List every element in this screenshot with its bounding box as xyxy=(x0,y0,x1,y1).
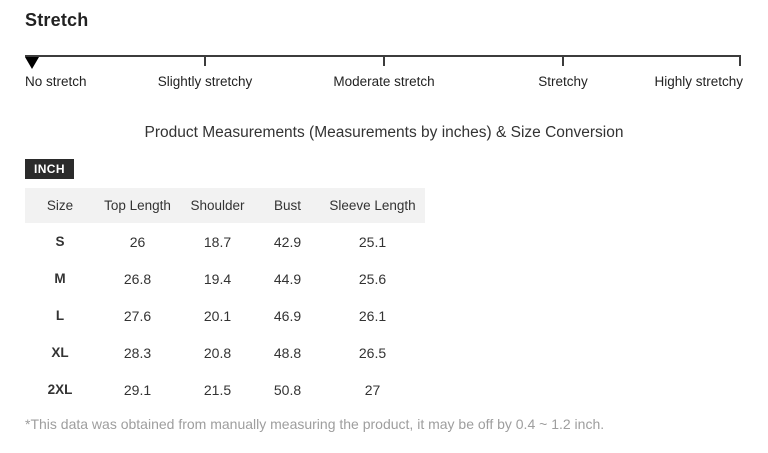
table-row: L 27.6 20.1 46.9 26.1 xyxy=(25,297,425,334)
measurements-table: Size Top Length Shoulder Bust Sleeve Len… xyxy=(25,188,425,408)
triangle-down-icon xyxy=(25,57,39,69)
measurement-cell: 20.8 xyxy=(180,334,255,371)
size-cell: S xyxy=(25,223,95,260)
column-header-shoulder: Shoulder xyxy=(180,188,255,223)
table-row: M 26.8 19.4 44.9 25.6 xyxy=(25,260,425,297)
table-row: S 26 18.7 42.9 25.1 xyxy=(25,223,425,260)
size-cell: XL xyxy=(25,334,95,371)
scale-label-highly-stretchy: Highly stretchy xyxy=(654,74,743,89)
measurement-cell: 42.9 xyxy=(255,223,320,260)
stretch-scale-ruler xyxy=(25,55,741,69)
measurement-cell: 26.1 xyxy=(320,297,425,334)
size-cell: L xyxy=(25,297,95,334)
scale-label-stretchy: Stretchy xyxy=(538,74,588,89)
measurement-cell: 50.8 xyxy=(255,371,320,408)
column-header-bust: Bust xyxy=(255,188,320,223)
measurements-title: Product Measurements (Measurements by in… xyxy=(144,124,624,141)
scale-label-no-stretch: No stretch xyxy=(25,74,87,89)
column-header-top-length: Top Length xyxy=(95,188,180,223)
measurement-cell: 19.4 xyxy=(180,260,255,297)
measurement-cell: 21.5 xyxy=(180,371,255,408)
measurement-cell: 27.6 xyxy=(95,297,180,334)
stretch-scale-labels: No stretch Slightly stretchy Moderate st… xyxy=(25,74,743,92)
measurement-cell: 26.8 xyxy=(95,260,180,297)
measurement-cell: 20.1 xyxy=(180,297,255,334)
measurement-cell: 27 xyxy=(320,371,425,408)
ruler-tick xyxy=(562,57,564,66)
ruler-tick xyxy=(383,57,385,66)
table-row: 2XL 29.1 21.5 50.8 27 xyxy=(25,371,425,408)
measurement-cell: 46.9 xyxy=(255,297,320,334)
column-header-sleeve-length: Sleeve Length xyxy=(320,188,425,223)
stretch-heading: Stretch xyxy=(25,10,89,30)
table-header-row: Size Top Length Shoulder Bust Sleeve Len… xyxy=(25,188,425,223)
size-cell: 2XL xyxy=(25,371,95,408)
ruler-tick xyxy=(739,57,741,66)
scale-label-slightly-stretchy: Slightly stretchy xyxy=(157,74,253,89)
unit-badge-inch[interactable]: INCH xyxy=(25,159,74,179)
measurement-cell: 29.1 xyxy=(95,371,180,408)
measurement-cell: 25.1 xyxy=(320,223,425,260)
measurement-cell: 18.7 xyxy=(180,223,255,260)
measurement-cell: 26.5 xyxy=(320,334,425,371)
measurement-cell: 26 xyxy=(95,223,180,260)
scale-label-moderate-stretch: Moderate stretch xyxy=(333,74,435,89)
size-cell: M xyxy=(25,260,95,297)
ruler-tick xyxy=(204,57,206,66)
measurement-cell: 28.3 xyxy=(95,334,180,371)
measurement-cell: 44.9 xyxy=(255,260,320,297)
column-header-size: Size xyxy=(25,188,95,223)
measurement-cell: 48.8 xyxy=(255,334,320,371)
measurement-cell: 25.6 xyxy=(320,260,425,297)
measurement-disclaimer: *This data was obtained from manually me… xyxy=(25,416,605,432)
table-row: XL 28.3 20.8 48.8 26.5 xyxy=(25,334,425,371)
